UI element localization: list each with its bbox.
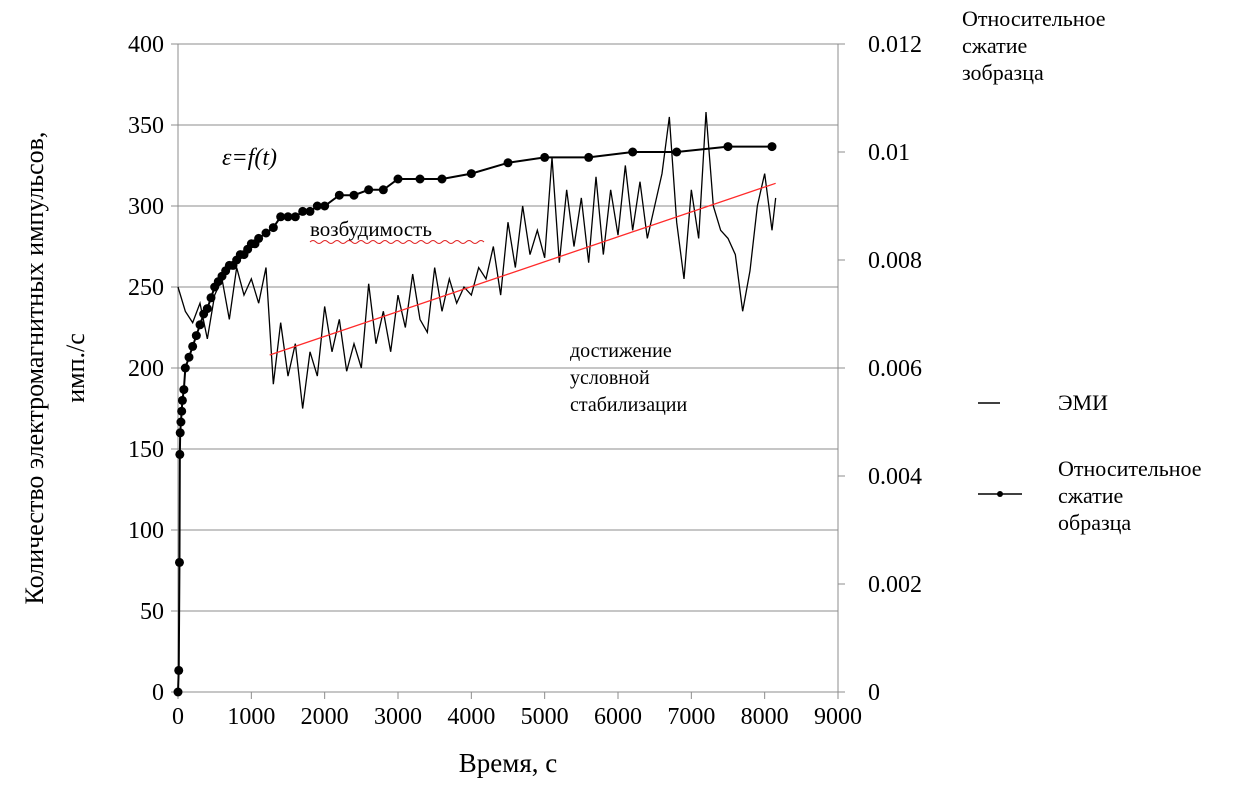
data-point (298, 206, 308, 216)
data-point (584, 152, 594, 162)
legend-label-line: образца (1058, 510, 1131, 535)
annotation: возбудимость (310, 217, 432, 241)
data-point (364, 185, 374, 195)
x-tick-label: 5000 (521, 704, 569, 730)
y2-tick-label: 0.01 (868, 140, 910, 166)
data-point (466, 169, 476, 179)
data-point (173, 687, 183, 697)
y2-axis-label-line: зобразца (962, 60, 1044, 85)
data-point (191, 331, 201, 341)
y-axis-label: Количество электромагнитных импульсов, (20, 132, 49, 605)
x-tick-label: 6000 (594, 704, 642, 730)
data-point (202, 304, 212, 314)
data-point (393, 174, 403, 184)
x-tick-label: 7000 (667, 704, 715, 730)
data-point (334, 190, 344, 200)
y2-tick-label: 0.012 (868, 32, 922, 58)
data-point (437, 174, 447, 184)
data-point (628, 147, 638, 157)
legend-marker (997, 491, 1003, 497)
annotation-line: условной (570, 367, 650, 389)
legend-label: Относительное сжатие образца (1058, 456, 1202, 535)
data-point (206, 293, 216, 303)
legend-label: ЭМИ (1058, 390, 1108, 415)
data-point (175, 449, 185, 459)
x-axis-label: Время, с (459, 748, 557, 778)
series-line (177, 145, 772, 693)
data-point (503, 158, 513, 168)
legend-label-line: Относительное (1058, 456, 1202, 481)
data-point (268, 223, 278, 233)
series-line (269, 182, 776, 356)
y-tick-label: 150 (128, 437, 164, 463)
y2-tick-label: 0 (868, 680, 880, 706)
data-point (174, 665, 184, 675)
y2-axis-label: Относительное сжатие зобразца (962, 6, 1106, 85)
annotation: достижение условной стабилизации (570, 340, 687, 416)
data-point (290, 212, 300, 222)
data-point (177, 406, 187, 416)
data-point (767, 142, 777, 152)
data-point (180, 363, 190, 373)
y-tick-label: 250 (128, 275, 164, 301)
data-point (176, 417, 186, 427)
data-point (174, 557, 184, 567)
data-point (320, 201, 330, 211)
data-point (261, 228, 271, 238)
y-tick-label: 200 (128, 356, 164, 382)
annotation-line: стабилизации (570, 394, 687, 416)
data-point (179, 385, 189, 395)
legend-label-line: сжатие (1058, 483, 1123, 508)
y2-tick-label: 0.006 (868, 356, 922, 382)
y-axis-label: имп./с (61, 333, 90, 403)
data-point (349, 190, 359, 200)
spell-underline (309, 240, 485, 244)
x-tick-label: 9000 (814, 704, 862, 730)
y2-tick-label: 0.004 (868, 464, 922, 490)
y-tick-label: 100 (128, 518, 164, 544)
data-point (305, 206, 315, 216)
y-tick-label: 50 (140, 599, 164, 625)
data-point (723, 142, 733, 152)
data-point (195, 320, 205, 330)
annotation: ε=f(t) (222, 145, 277, 171)
data-point (188, 341, 198, 351)
data-point (177, 395, 187, 405)
x-tick-label: 0 (172, 704, 184, 730)
data-point (254, 233, 264, 243)
x-tick-label: 3000 (374, 704, 422, 730)
data-point (283, 212, 293, 222)
x-tick-label: 8000 (741, 704, 789, 730)
data-point (175, 428, 185, 438)
y-tick-label: 400 (128, 32, 164, 58)
data-point (184, 352, 194, 362)
data-point (672, 147, 682, 157)
y2-tick-label: 0.002 (868, 572, 922, 598)
y-tick-label: 350 (128, 113, 164, 139)
data-point (276, 212, 286, 222)
data-point (540, 152, 550, 162)
x-tick-label: 1000 (227, 704, 275, 730)
annotation-line: достижение (570, 340, 672, 362)
y2-tick-label: 0.008 (868, 248, 922, 274)
y-tick-label: 0 (152, 680, 164, 706)
y2-axis-label-line: сжатие (962, 33, 1027, 58)
data-point (378, 185, 388, 195)
series-line (177, 111, 777, 409)
data-point (312, 201, 322, 211)
x-tick-label: 4000 (447, 704, 495, 730)
y-tick-label: 300 (128, 194, 164, 220)
y2-axis-label-line: Относительное (962, 6, 1106, 31)
data-point (415, 174, 425, 184)
x-tick-label: 2000 (301, 704, 349, 730)
